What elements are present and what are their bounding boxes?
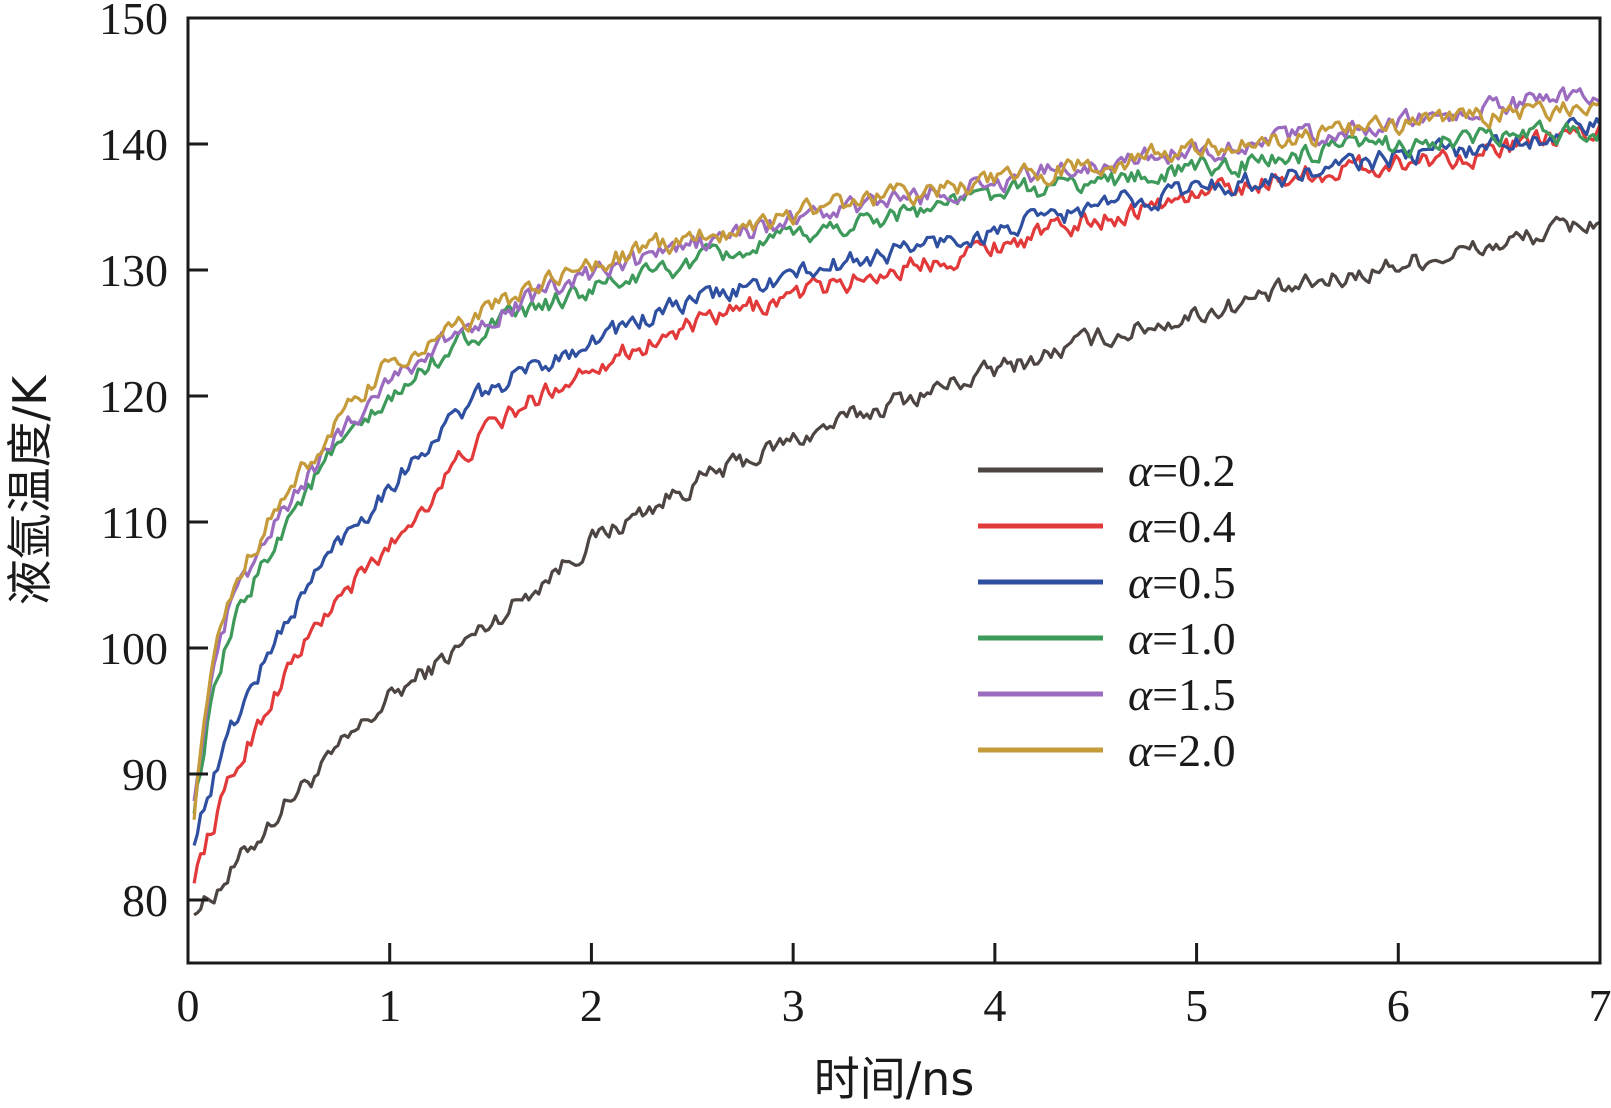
- y-tick-label: 110: [101, 497, 168, 548]
- series-line-3: [192, 119, 1602, 814]
- legend-label: α=2.0: [1128, 725, 1236, 776]
- x-tick-label: 2: [580, 980, 603, 1031]
- y-tick-label: 130: [99, 245, 168, 296]
- y-axis-title: 液氩温度/K: [3, 374, 57, 605]
- x-tick-label: 4: [983, 980, 1006, 1031]
- series-line-2: [192, 116, 1602, 846]
- x-axis: 0 1 2 3 4 5 6 7: [177, 943, 1611, 1031]
- x-tick-label: 1: [378, 980, 401, 1031]
- plot-frame: [186, 16, 1602, 965]
- y-tick-label: 120: [99, 371, 168, 422]
- series-line-4: [192, 86, 1601, 802]
- series-line-0: [193, 215, 1601, 917]
- y-tick-label: 80: [122, 875, 168, 926]
- x-tick-label: 5: [1185, 980, 1208, 1031]
- y-tick-label: 150: [99, 0, 168, 44]
- legend-label: α=0.4: [1128, 501, 1236, 552]
- legend-label: α=1.5: [1128, 669, 1236, 720]
- y-tick-label: 100: [99, 623, 168, 674]
- x-tick-label: 6: [1387, 980, 1410, 1031]
- series-line-1: [192, 123, 1602, 884]
- y-axis: 80 90 100 110 120 130 140 150: [99, 0, 208, 926]
- y-tick-label: 140: [99, 119, 168, 170]
- legend: α=0.2α=0.4α=0.5α=1.0α=1.5α=2.0: [978, 445, 1236, 776]
- x-tick-label: 3: [782, 980, 805, 1031]
- x-tick-label: 7: [1589, 980, 1611, 1031]
- y-tick-label: 90: [122, 749, 168, 800]
- x-axis-title: 时间/ns: [814, 1052, 975, 1106]
- x-tick-label: 0: [177, 980, 200, 1031]
- legend-label: α=0.5: [1128, 557, 1236, 608]
- series-layer: [192, 86, 1602, 917]
- series-line-5: [192, 100, 1601, 820]
- legend-label: α=0.2: [1128, 445, 1236, 496]
- legend-label: α=1.0: [1128, 613, 1236, 664]
